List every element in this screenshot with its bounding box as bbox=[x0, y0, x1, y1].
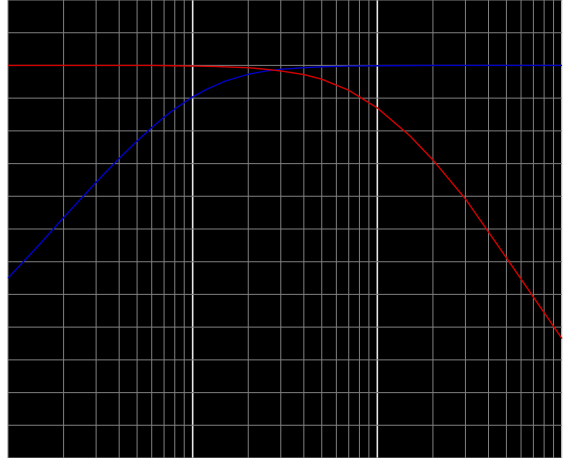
grid-layer bbox=[7, 0, 563, 458]
series-layer bbox=[7, 64, 563, 339]
edge-label-0: L bbox=[563, 62, 565, 70]
label-layer: LD bbox=[563, 62, 565, 343]
series-line-lowpass bbox=[8, 64, 563, 339]
edge-label-1: D bbox=[563, 335, 565, 343]
series-line-highpass bbox=[7, 64, 562, 279]
